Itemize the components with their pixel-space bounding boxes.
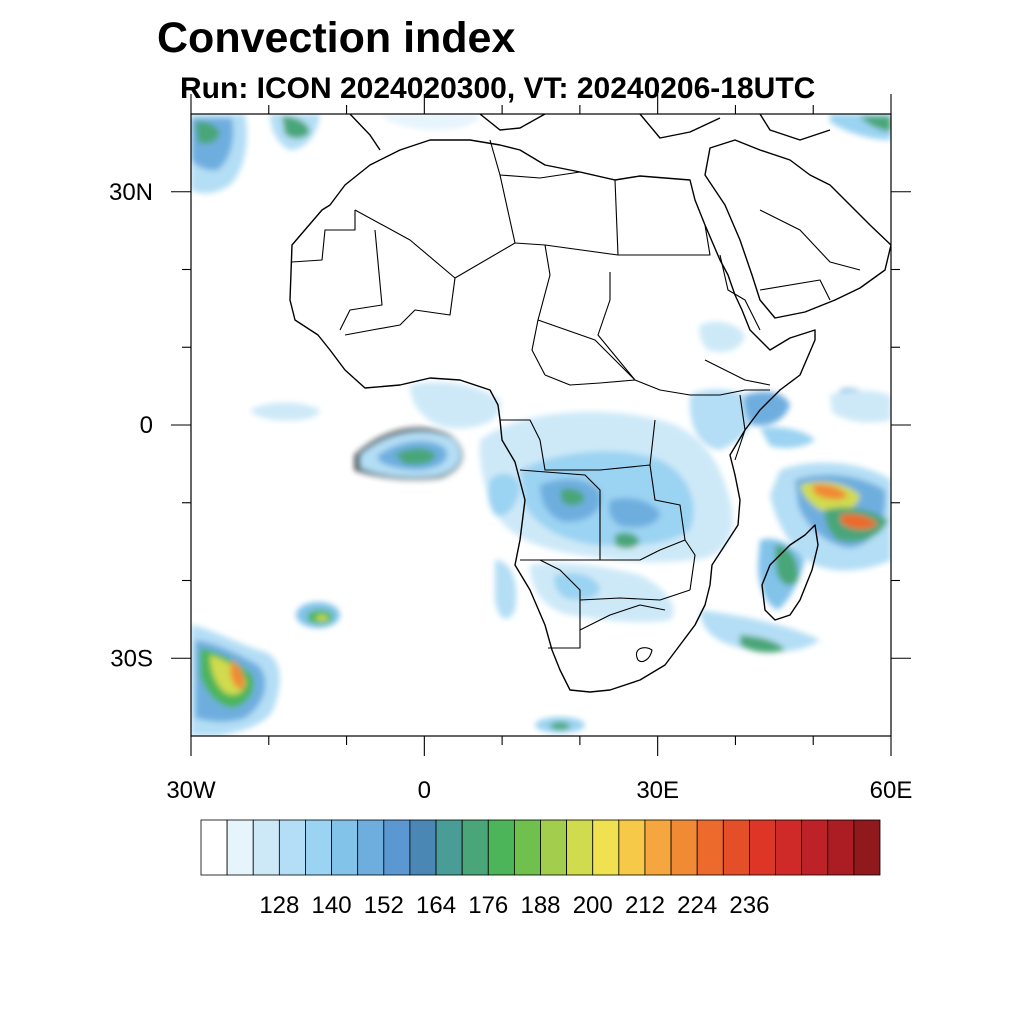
border-line	[291, 210, 356, 263]
colorbar-label: 128	[259, 892, 299, 919]
axis-tick-labels: 30W 0 30E 60E 30N 0 30S	[109, 179, 912, 804]
colorbar-box	[749, 819, 776, 876]
colorbar-box	[331, 819, 359, 876]
colorbar-box	[200, 819, 228, 876]
convection-cell-north-atlantic	[191, 114, 891, 194]
convection-cell-east-africa	[689, 321, 815, 450]
border-line	[618, 224, 711, 256]
convection-cell-congo	[479, 411, 733, 619]
colorbar-box	[409, 819, 437, 876]
border-line	[690, 389, 770, 396]
colorbar-box	[827, 819, 855, 876]
map-title: Convection index	[157, 14, 516, 62]
colorbar-box	[461, 819, 489, 876]
colorbar-box	[801, 819, 829, 876]
border-line	[544, 374, 636, 386]
colorbar-box	[618, 819, 646, 876]
africa-coastline	[289, 139, 816, 693]
colorbar	[200, 819, 881, 876]
colorbar-box	[435, 819, 463, 876]
border-line	[649, 419, 686, 541]
border-line	[579, 589, 691, 601]
convection-field	[191, 114, 891, 736]
border-line	[537, 319, 636, 381]
colorbar-label: 140	[312, 892, 352, 919]
colorbar-box	[853, 819, 881, 876]
colorbar-label: 212	[625, 892, 665, 919]
colorbar-box	[722, 819, 750, 876]
convection-cell-south-america	[191, 625, 280, 736]
coastlines	[289, 114, 891, 693]
colorbar-box	[644, 819, 672, 876]
colorbar-label: 152	[364, 892, 404, 919]
colorbar-label: 164	[416, 892, 456, 919]
madagascar-coastline	[761, 524, 819, 621]
border-line	[500, 419, 651, 471]
lon-tick-label: 30W	[166, 777, 216, 804]
lat-tick-label: 30N	[109, 179, 153, 206]
border-line	[354, 139, 516, 279]
run-subtitle: Run: ICON 2024020300, VT: 20240206-18UTC	[180, 72, 816, 105]
lat-tick-label: 0	[140, 412, 153, 439]
border-line	[579, 604, 666, 631]
colorbar-box	[383, 819, 411, 876]
convection-cell-indian-ocean	[758, 388, 891, 610]
convection-cell-cape	[535, 717, 585, 733]
convection-cell-south-atlantic	[296, 602, 340, 628]
colorbar-label: 200	[573, 892, 613, 919]
colorbar-box	[592, 819, 620, 876]
colorbar-label: 224	[677, 892, 717, 919]
border-line	[759, 209, 861, 301]
lon-tick-label: 60E	[870, 777, 913, 804]
colorbar-box	[775, 819, 803, 876]
lon-tick-label: 0	[418, 777, 431, 804]
colorbar-box	[513, 819, 541, 876]
border-line	[499, 171, 619, 256]
colorbar-box	[278, 819, 306, 876]
border-line	[344, 277, 456, 336]
colorbar-box	[226, 819, 254, 876]
border-line	[636, 647, 653, 663]
border-line	[719, 254, 761, 331]
colorbar-box	[540, 819, 568, 876]
arabia-coastline	[704, 139, 891, 319]
colorbar-label: 236	[729, 892, 769, 919]
convection-cell-gulf-of-guinea	[250, 382, 501, 480]
country-borders	[291, 139, 861, 663]
colorbar-label: 176	[468, 892, 508, 919]
border-line	[339, 229, 383, 331]
colorbar-label: 188	[520, 892, 560, 919]
colorbar-box	[305, 819, 332, 876]
colorbar-box	[357, 819, 385, 876]
axis-ticks	[171, 94, 911, 756]
border-line	[597, 272, 691, 396]
border-line	[704, 359, 771, 461]
colorbar-labels: 128 140 152 164 176 188 200 212 224 236	[259, 892, 769, 919]
border-line	[539, 559, 581, 649]
border-line	[600, 539, 696, 591]
colorbar-box	[670, 819, 698, 876]
lat-tick-label: 30S	[110, 645, 153, 672]
lon-tick-label: 30E	[636, 777, 679, 804]
border-line	[514, 242, 551, 376]
colorbar-box	[696, 819, 724, 876]
colorbar-box	[566, 819, 594, 876]
colorbar-box	[487, 819, 515, 876]
europe-coastline	[349, 114, 831, 151]
colorbar-box	[252, 819, 280, 876]
border-line	[519, 469, 601, 561]
